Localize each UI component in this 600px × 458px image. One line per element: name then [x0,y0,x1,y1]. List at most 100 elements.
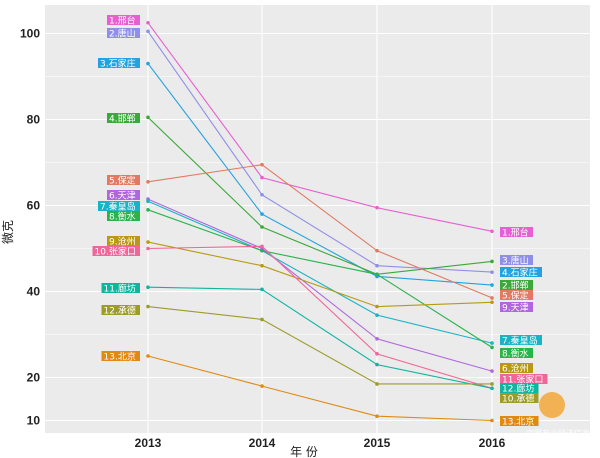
series-line [147,200,493,344]
data-point [146,240,150,244]
series-label: 5.保定 [109,174,136,186]
series-line [147,245,493,389]
label-box [98,58,140,68]
data-point [146,285,150,290]
series-label: 13.北京 [502,415,534,427]
data-point [375,304,379,309]
series-label: 1.邢台 [109,14,136,26]
x-axis-title: 年 份 [290,445,318,458]
x-tick-label: 2016 [479,436,506,450]
data-point [146,115,150,120]
label-box [98,201,140,211]
label-box [500,374,548,384]
data-point [375,272,379,277]
watermark-logo-icon [539,392,565,418]
data-point [146,180,150,184]
data-point [375,352,379,356]
data-point [490,270,494,274]
data-point [490,259,494,264]
y-tick-label: 20 [27,371,41,385]
data-point [490,386,494,391]
label-box [500,383,539,393]
data-point [490,341,494,345]
data-point [375,337,379,341]
series-label: 5.保定 [502,289,529,301]
data-point [260,317,264,322]
series-label: 9.沧州 [109,235,136,247]
series-label: 8.衡水 [502,347,529,359]
series-line [147,22,493,232]
series-label: 11.张家口 [502,373,543,385]
data-point [490,345,494,350]
series-label: 3.唐山 [502,254,529,266]
y-tick-label: 40 [27,285,41,299]
y-axis-title: 微克 [1,220,15,244]
label-box [107,15,140,25]
data-point [490,296,494,300]
series-label: 10.承德 [502,392,534,404]
label-box [92,246,140,256]
data-point [260,162,264,167]
label-box [500,393,539,403]
series-line [147,209,493,348]
data-point [260,212,264,216]
data-point [490,300,494,305]
series-line [147,31,493,273]
series-label: 6.天津 [109,190,136,201]
data-point [375,362,379,367]
data-point [146,354,150,358]
label-box [500,363,533,373]
data-point [260,263,264,268]
series-label: 7.秦皇岛 [100,200,136,212]
label-box [500,290,533,300]
series-line [147,198,493,372]
series-label: 11.廊坊 [104,282,136,294]
x-tick-label: 2015 [364,436,391,450]
label-box [500,335,542,345]
y-tick-label: 60 [27,199,41,213]
series-label: 3.石家庄 [100,57,136,69]
label-box [500,267,542,277]
x-tick-label: 2013 [135,436,162,450]
data-point [260,175,264,180]
series-line [147,63,493,286]
data-point [146,208,150,212]
y-tick-label: 10 [27,414,41,428]
label-box [500,348,533,358]
label-box [101,351,140,361]
data-point [260,244,264,249]
data-point [260,192,264,197]
data-point [260,287,264,292]
data-point [146,304,150,309]
data-point [490,382,494,386]
label-box [500,255,533,265]
series-label: 4.石家庄 [502,266,538,278]
label-box [101,305,140,315]
data-point [490,369,494,373]
series-label: 2.唐山 [109,27,136,39]
series-line [147,117,493,275]
data-point [375,414,379,419]
data-point [490,418,494,423]
series-line [147,306,492,385]
label-box [107,211,140,221]
label-box [107,175,140,185]
series-line [147,164,493,299]
series-label: 10.张家口 [95,245,136,257]
series-label: 9.天津 [502,302,529,313]
label-box [500,227,533,237]
series-label: 7.秦皇岛 [502,334,538,346]
data-point [375,263,379,268]
data-point [490,283,494,287]
data-point [375,205,379,210]
watermark-text: 中国产业经济信息网 [526,428,598,438]
series-label: 4.邯郸 [109,112,136,124]
label-box [107,236,140,246]
label-box [107,113,140,123]
data-point [375,382,379,386]
data-point [260,384,264,388]
label-box [500,416,539,426]
label-box [107,190,140,200]
data-point [375,248,379,253]
